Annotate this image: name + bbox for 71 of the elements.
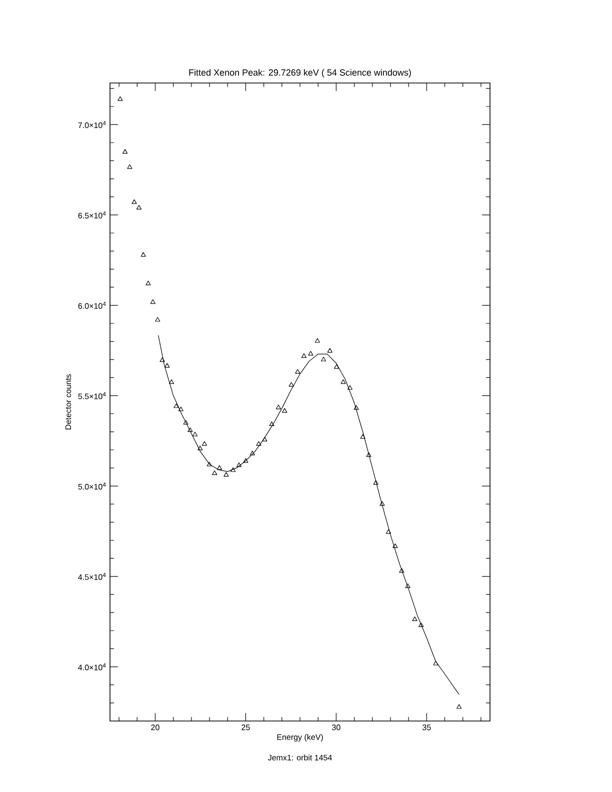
point <box>118 96 123 101</box>
point <box>433 660 438 666</box>
point <box>250 450 255 456</box>
y-tick-label: 4.5×10$^{4}$ <box>78 572 106 580</box>
y-tick-label: 4.0×10$^{4}$ <box>78 663 106 670</box>
point <box>412 616 418 622</box>
point <box>188 427 193 432</box>
y-axis-title: Detector counts <box>65 374 72 430</box>
point <box>122 149 128 154</box>
point <box>155 317 160 322</box>
point <box>301 353 307 358</box>
y-tick-label: 6.0×10$^{4}$ <box>78 302 106 309</box>
point <box>360 434 366 439</box>
y-tick-label: 6.5×10$^{4}$ <box>78 211 106 218</box>
point <box>392 544 398 548</box>
point <box>262 436 268 442</box>
point <box>308 351 314 356</box>
point <box>386 529 392 534</box>
point <box>202 441 208 446</box>
point <box>230 467 236 472</box>
text: Jemx1: orbit 1454 <box>268 754 332 760</box>
point <box>168 379 174 384</box>
point <box>140 252 146 257</box>
point <box>236 462 242 468</box>
point <box>178 406 184 412</box>
point <box>216 465 222 470</box>
line-series <box>158 335 460 695</box>
point <box>243 458 248 463</box>
chart-title: Fitted Xenon Peak: 29.7269 keV ( 54 Science windows) <box>189 69 411 78</box>
x-tick-label: 35 <box>422 724 431 730</box>
y-tick-label: 5.0×10$^{4}$ <box>78 482 106 490</box>
point <box>399 568 404 573</box>
point <box>347 385 352 390</box>
point <box>405 583 410 588</box>
point <box>418 622 424 627</box>
x-tick-label: 25 <box>242 724 250 730</box>
point <box>150 299 156 304</box>
point <box>327 348 332 353</box>
point <box>380 501 385 506</box>
point <box>288 382 294 387</box>
point <box>366 452 372 457</box>
point <box>132 199 137 204</box>
point <box>192 432 198 436</box>
point <box>340 379 346 384</box>
point <box>320 356 326 362</box>
x-tick-label: 30 <box>332 724 340 730</box>
point <box>456 704 462 709</box>
y-tick-label: 5.5×10$^{4}$ <box>78 392 106 400</box>
point <box>314 338 320 343</box>
point <box>256 441 262 446</box>
point <box>295 369 300 374</box>
point <box>160 357 165 362</box>
point <box>224 472 229 477</box>
x-axis-title: Energy (keV) <box>277 734 323 742</box>
point <box>276 404 282 410</box>
x-tick-label: 20 <box>151 724 160 730</box>
point <box>206 462 212 466</box>
point <box>146 280 151 286</box>
point <box>354 405 359 410</box>
point <box>373 480 378 485</box>
point <box>198 446 203 450</box>
point <box>183 420 188 425</box>
y-tick-label: 7.0×10$^{4}$ <box>78 121 106 128</box>
point <box>282 408 288 413</box>
point <box>127 164 132 169</box>
point <box>136 204 142 210</box>
point <box>212 470 218 475</box>
point <box>164 363 170 368</box>
point <box>174 403 179 408</box>
point <box>269 422 274 426</box>
point <box>334 364 340 369</box>
